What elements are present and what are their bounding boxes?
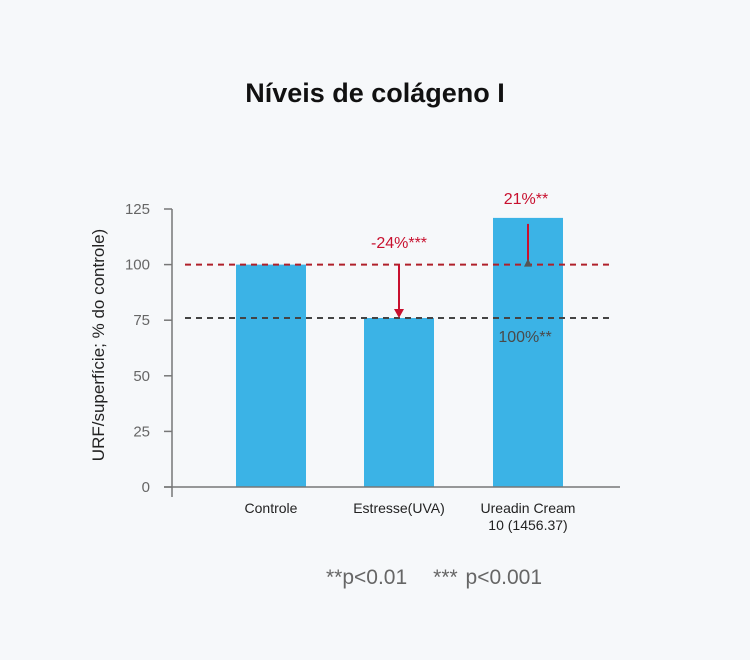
x-tick-label-2-0: Ureadin Cream <box>481 500 576 516</box>
bar-1 <box>364 317 434 487</box>
x-tick-label-0-0: Controle <box>245 500 298 516</box>
annotation-baseline: 100%** <box>498 329 551 346</box>
y-tick-label-100: 100 <box>125 257 150 274</box>
annotation-decrease: -24%*** <box>371 235 427 252</box>
increase-arrow-head <box>524 258 532 267</box>
y-tick-label-75: 75 <box>133 312 150 329</box>
x-tick-label-2-1: 10 (1456.37) <box>488 517 567 533</box>
y-tick-label-0: 0 <box>142 479 150 496</box>
chart-title: Níveis de colágeno I <box>245 78 505 108</box>
y-axis-label: URF/superfície; % do controle) <box>89 229 108 461</box>
footnote-p0001: *** p<0.001 <box>433 566 543 589</box>
x-tick-label-1-0: Estresse(UVA) <box>353 500 445 516</box>
annotation-increase: 21%** <box>504 191 548 208</box>
bar-0 <box>236 264 306 487</box>
footnote-p001: **p<0.01 <box>326 566 408 589</box>
y-tick-label-125: 125 <box>125 201 150 218</box>
y-tick-label-50: 50 <box>133 368 150 385</box>
decrease-arrow-head <box>394 308 404 318</box>
footnotes: **p<0.01 *** p<0.001 <box>326 566 568 590</box>
y-tick-label-25: 25 <box>133 423 150 440</box>
